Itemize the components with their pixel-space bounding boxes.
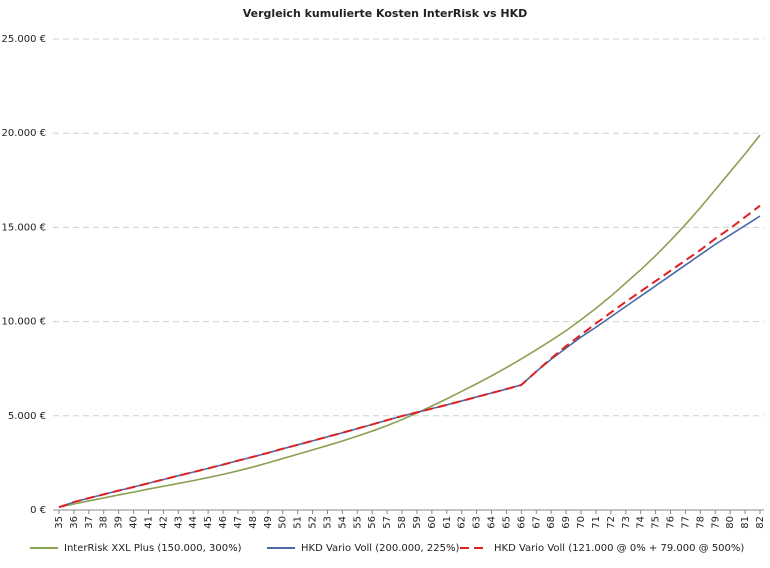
x-tick-label: 57 (382, 516, 393, 529)
x-tick-label: 69 (561, 516, 572, 529)
x-tick-label: 68 (546, 516, 557, 529)
x-tick-label: 44 (188, 516, 199, 529)
x-tick-label: 60 (427, 516, 438, 529)
x-tick-label: 77 (680, 516, 691, 529)
x-tick-label: 49 (263, 516, 274, 529)
series-line (58, 134, 761, 508)
x-tick-label: 81 (740, 516, 751, 529)
x-tick-label: 40 (129, 516, 140, 529)
x-tick-label: 61 (442, 516, 453, 529)
x-tick-label: 50 (278, 516, 289, 529)
x-tick-label: 37 (84, 516, 95, 529)
x-tick-label: 55 (352, 516, 363, 529)
x-tick-label: 35 (54, 516, 65, 529)
x-tick-label: 75 (651, 516, 662, 529)
x-tick-label: 51 (293, 516, 304, 529)
x-tick-label: 46 (218, 516, 229, 529)
x-tick-label: 62 (457, 516, 468, 529)
x-tick-label: 45 (203, 516, 214, 529)
x-tick-label: 67 (531, 516, 542, 529)
x-tick-label: 78 (695, 516, 706, 529)
y-tick-label: 0 € (30, 505, 46, 516)
legend-label: HKD Vario Voll (121.000 @ 0% + 79.000 @ … (494, 543, 744, 554)
series-line (58, 204, 761, 509)
legend-label: InterRisk XXL Plus (150.000, 300%) (64, 543, 242, 554)
x-tick-label: 71 (591, 516, 602, 529)
x-tick-label: 63 (472, 516, 483, 529)
y-tick-label: 15.000 € (1, 222, 46, 233)
x-tick-label: 52 (308, 516, 319, 529)
x-tick-label: 70 (576, 516, 587, 529)
x-tick-label: 54 (337, 516, 348, 529)
chart-title: Vergleich kumulierte Kosten InterRisk vs… (243, 7, 528, 20)
y-tick-label: 10.000 € (1, 317, 46, 328)
x-tick-label: 39 (114, 516, 125, 529)
x-tick-label: 59 (412, 516, 423, 529)
x-tick-label: 43 (173, 516, 184, 529)
x-tick-label: 64 (487, 516, 498, 529)
x-tick-label: 47 (233, 516, 244, 529)
x-tick-label: 66 (516, 516, 527, 529)
x-tick-label: 74 (636, 516, 647, 529)
x-tick-label: 53 (322, 516, 333, 529)
legend-label: HKD Vario Voll (200.000, 225%) (301, 543, 459, 554)
x-tick-label: 56 (367, 516, 378, 529)
y-tick-label: 20.000 € (1, 128, 46, 139)
x-tick-label: 76 (666, 516, 677, 529)
x-tick-label: 79 (710, 516, 721, 529)
y-tick-label: 5.000 € (8, 411, 46, 422)
x-tick-label: 58 (397, 516, 408, 529)
x-tick-label: 82 (755, 516, 766, 529)
x-tick-label: 41 (143, 516, 154, 529)
x-tick-label: 73 (621, 516, 632, 529)
x-tick-label: 80 (725, 516, 736, 529)
x-tick-label: 36 (69, 516, 80, 529)
x-tick-label: 48 (248, 516, 259, 529)
x-tick-label: 38 (99, 516, 110, 529)
series-line (58, 215, 761, 508)
x-tick-label: 42 (158, 516, 169, 529)
x-tick-label: 72 (606, 516, 617, 529)
y-tick-label: 25.000 € (1, 34, 46, 45)
x-tick-label: 65 (501, 516, 512, 529)
